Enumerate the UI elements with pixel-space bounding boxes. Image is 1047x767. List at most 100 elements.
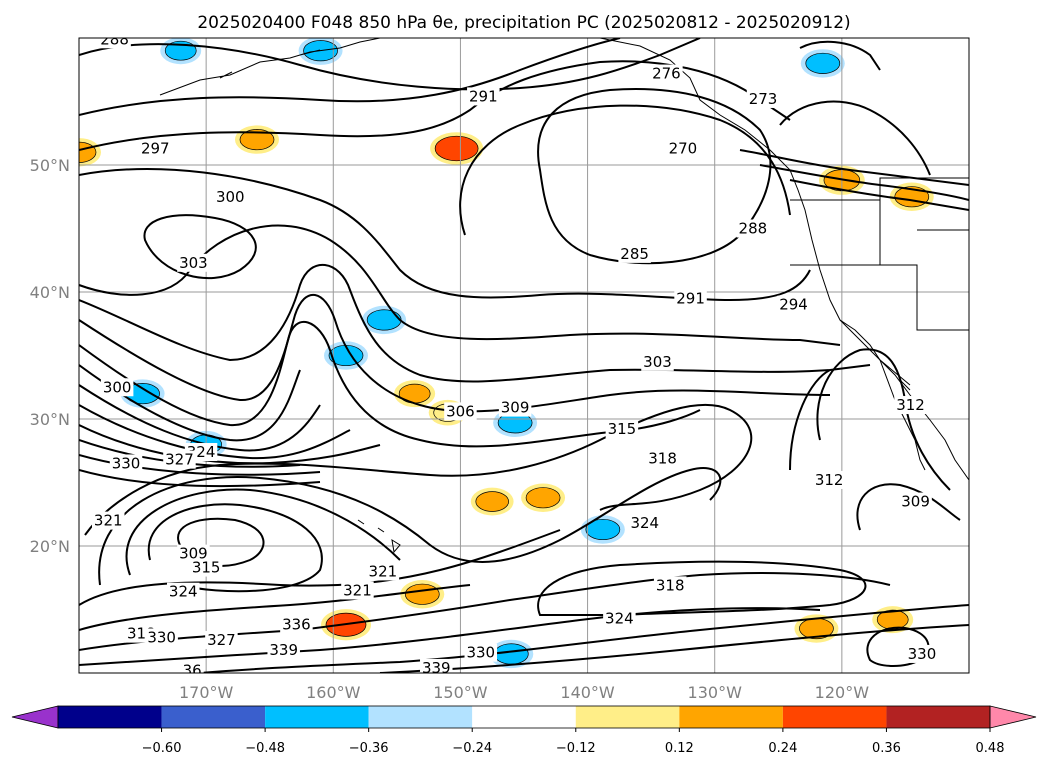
colorbar-bin (265, 706, 369, 728)
contour-label: 315 (608, 420, 637, 438)
contour-label: 285 (620, 245, 649, 263)
contour-label-background (467, 87, 500, 106)
colorbar-bin (368, 706, 473, 728)
colorbar-outline (57, 705, 991, 729)
longitude-tick-label: 170°W (179, 683, 234, 702)
contour-label-background (91, 511, 125, 530)
precip-region (366, 309, 402, 331)
colorbar-bin (472, 706, 576, 728)
colorbar-tick-label: −0.24 (452, 741, 492, 756)
contour-label-background (214, 187, 247, 206)
contour-label-background (498, 398, 532, 417)
precip-region (434, 135, 479, 162)
contour-label: 288 (100, 30, 129, 48)
contour-label-background (674, 289, 707, 308)
contour-label: 321 (343, 581, 372, 599)
contour-label-background (100, 378, 134, 397)
contour-label: 315 (192, 559, 221, 577)
contour-label: 294 (779, 296, 808, 314)
contour-label: 330 (147, 628, 176, 646)
precip-region (475, 491, 509, 512)
longitude-tick-label: 120°W (815, 683, 870, 702)
contour-label: 276 (652, 65, 681, 83)
contour-label: 291 (676, 289, 705, 307)
contour-label: 303 (179, 254, 208, 272)
colorbar: −0.60 −0.48 −0.36 −0.24 −0.12 0.12 0.24 0.36 0.4… (11, 705, 1037, 756)
contour-label-background (366, 562, 400, 581)
contour-label: 318 (656, 576, 685, 594)
contour-label: 270 (669, 139, 698, 157)
contour-label-background (746, 89, 780, 108)
contour-label: 330 (908, 645, 937, 663)
contour-label: 327 (207, 631, 236, 649)
contour-label-background (464, 643, 498, 662)
colorbar-tick-label: 0.48 (976, 741, 1005, 756)
contour-label: 300 (216, 188, 245, 206)
contour-label-background (341, 581, 374, 600)
contour-label-background (777, 295, 810, 314)
contour-label-background (812, 470, 846, 489)
map-plot-area: 270 273 276 285 288 288 291 291 294 297 300 300 303 3… (79, 30, 969, 677)
contour-label-background (109, 454, 143, 473)
map-frame (78, 37, 970, 674)
colorbar-bin (782, 706, 887, 728)
graticule (79, 38, 969, 673)
alaska-coastline (159, 38, 381, 96)
contour-label-background (139, 139, 172, 158)
contour-label-background (444, 402, 477, 421)
colorbar-tick-label: −0.36 (349, 741, 389, 756)
contour-label-background (905, 644, 939, 663)
contour-label-background (653, 576, 687, 595)
contour-label: 312 (815, 471, 844, 489)
contour-label: 339 (422, 659, 451, 677)
contour-label: 330 (466, 644, 495, 662)
contour-label-background (177, 253, 210, 272)
contour-label: 321 (369, 562, 398, 580)
contour-label-background (618, 244, 651, 263)
hawaii-islands (357, 519, 401, 554)
contour-label: 297 (141, 139, 170, 157)
contour-label-background (899, 492, 932, 511)
contour-labels: 270 273 276 285 288 288 291 291 294 297 300 300 303 3… (91, 30, 939, 677)
contour-label-background (736, 219, 770, 238)
contour-label: 321 (94, 512, 123, 530)
colorbar-bin (679, 706, 783, 728)
contour-label: 309 (501, 399, 530, 417)
contour-label-background (180, 661, 204, 673)
colorbar-bin (575, 706, 680, 728)
contour-label: 318 (648, 449, 677, 467)
contour-label-background (177, 544, 210, 563)
colorbar-bin (161, 706, 266, 728)
colorbar-tick-label: 0.24 (768, 741, 797, 756)
colorbar-tick-label: −0.12 (556, 741, 596, 756)
colorbar-bins (11, 705, 1037, 729)
colorbar-tick-label: −0.60 (142, 741, 182, 756)
contour-label: 288 (739, 220, 768, 238)
contour-label: 312 (896, 396, 925, 414)
colorbar-tick-labels: −0.60 −0.48 −0.36 −0.24 −0.12 0.12 0.24 0.36 0.4… (142, 728, 1005, 756)
longitude-tick-label: 140°W (560, 683, 615, 702)
contour-label-background (205, 630, 238, 649)
contour-label: 291 (469, 87, 498, 105)
contour-label-background (98, 38, 131, 49)
contour-label: 303 (643, 353, 672, 371)
contour-label-background (280, 615, 313, 634)
latitude-tick-label: 40°N (30, 283, 70, 302)
precip-region (404, 583, 440, 605)
contour-label-background (267, 641, 300, 660)
contour-label-background (189, 558, 223, 577)
contour-label: 336 (282, 616, 311, 634)
contour-label: 324 (630, 514, 659, 532)
colorbar-extend-low (11, 705, 59, 729)
colorbar-extend-high (989, 705, 1037, 729)
colorbar-tick-label: −0.48 (245, 741, 285, 756)
contour-label-background (628, 514, 662, 533)
contour-label: 339 (269, 641, 298, 659)
contour-label: 309 (179, 545, 208, 563)
precip-region (585, 518, 621, 541)
precip-region (525, 487, 561, 509)
precip-region (239, 129, 275, 151)
contour-label: 324 (605, 609, 634, 627)
contour-label: 327 (165, 451, 194, 469)
